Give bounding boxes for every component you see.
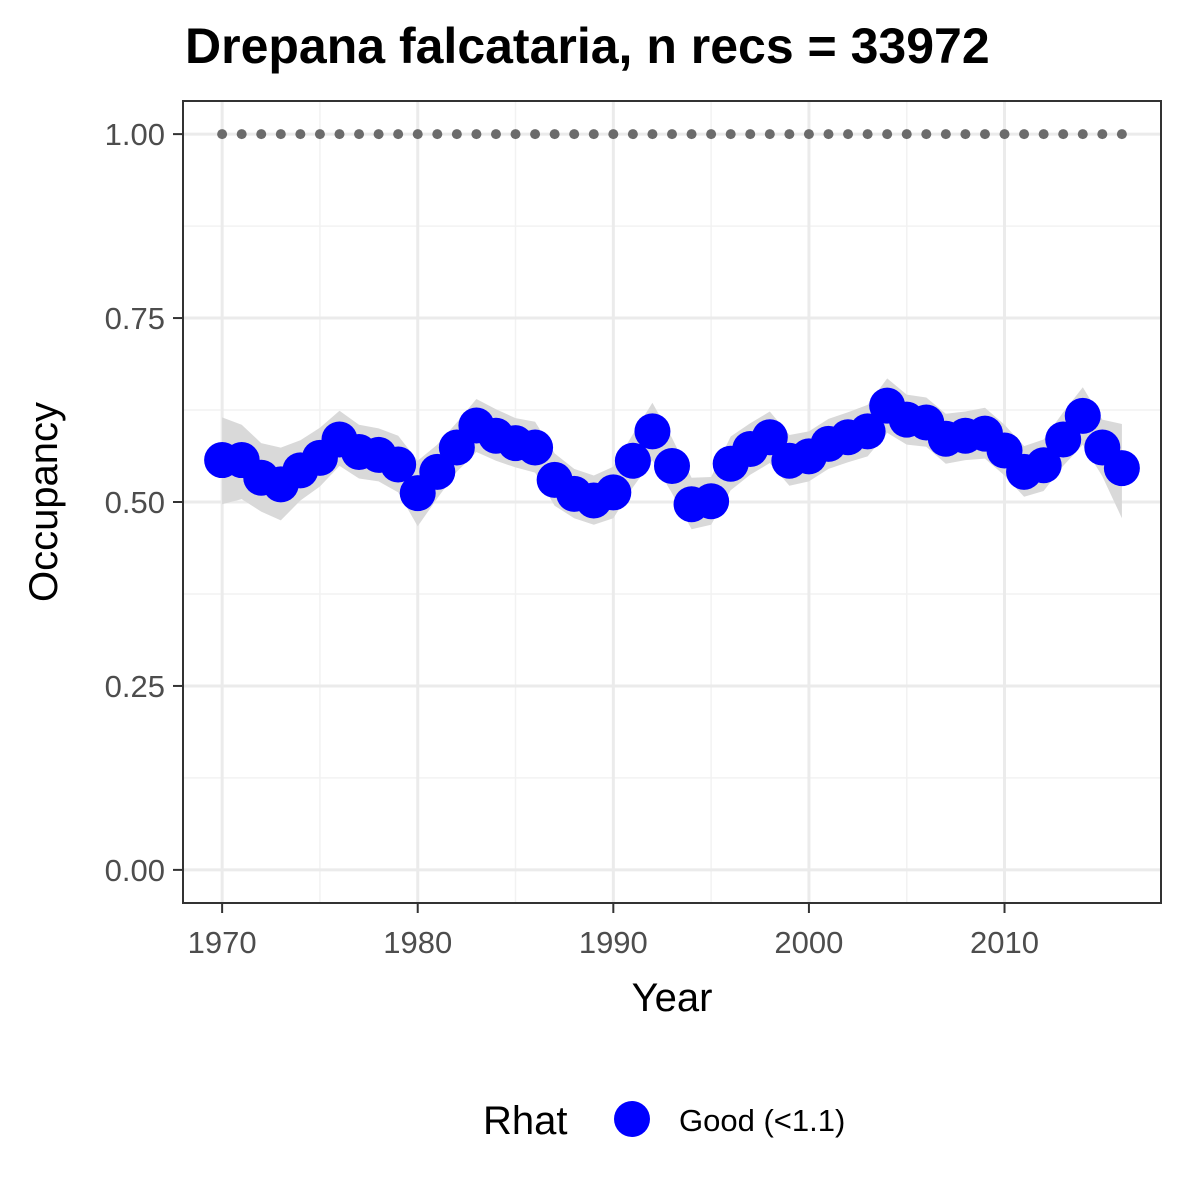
reference-dot bbox=[882, 129, 893, 140]
reference-dot bbox=[745, 129, 756, 140]
reference-dot bbox=[960, 129, 971, 140]
x-tick-label: 1980 bbox=[383, 925, 452, 960]
legend-title: Rhat bbox=[483, 1099, 568, 1143]
reference-dot bbox=[1077, 129, 1088, 140]
y-tick-label: 1.00 bbox=[105, 117, 165, 152]
y-tick-label: 0.25 bbox=[105, 669, 165, 704]
reference-dot bbox=[256, 129, 267, 140]
x-tick-label: 1970 bbox=[188, 925, 257, 960]
reference-dot bbox=[510, 129, 521, 140]
reference-dot bbox=[803, 129, 814, 140]
occupancy-point bbox=[1064, 397, 1101, 434]
reference-dot bbox=[823, 129, 834, 140]
reference-dot bbox=[373, 129, 384, 140]
reference-dot bbox=[393, 129, 404, 140]
occupancy-point bbox=[595, 474, 632, 511]
reference-dot bbox=[295, 129, 306, 140]
x-axis-title: Year bbox=[632, 976, 713, 1020]
reference-dot bbox=[706, 129, 717, 140]
occupancy-point bbox=[380, 446, 417, 483]
reference-dot bbox=[940, 129, 951, 140]
legend-key-good bbox=[614, 1101, 650, 1137]
x-tick-label: 1990 bbox=[579, 925, 648, 960]
y-tick-label: 0.00 bbox=[105, 853, 165, 888]
x-tick-label: 2010 bbox=[970, 925, 1039, 960]
reference-dot bbox=[862, 129, 873, 140]
reference-dot bbox=[686, 129, 697, 140]
occupancy-point bbox=[693, 483, 730, 520]
occupancy-point bbox=[1025, 447, 1062, 484]
reference-dot bbox=[843, 129, 854, 140]
reference-dot bbox=[1116, 129, 1127, 140]
occupancy-point bbox=[517, 429, 554, 466]
reference-dot bbox=[1019, 129, 1030, 140]
occupancy-point bbox=[614, 442, 651, 479]
legend: Rhat Good (<1.1) bbox=[483, 1099, 845, 1143]
reference-dot bbox=[1097, 129, 1108, 140]
reference-dot bbox=[471, 129, 482, 140]
y-tick-label: 0.75 bbox=[105, 301, 165, 336]
occupancy-point bbox=[419, 453, 456, 490]
reference-dot bbox=[275, 129, 286, 140]
reference-dot bbox=[588, 129, 599, 140]
reference-dot bbox=[490, 129, 501, 140]
reference-dot bbox=[549, 129, 560, 140]
reference-dot bbox=[217, 129, 228, 140]
x-axis: 1970 1980 1990 2000 2010 bbox=[188, 903, 1039, 960]
chart-title: Drepana falcataria, n recs = 33972 bbox=[185, 18, 990, 74]
reference-dot bbox=[627, 129, 638, 140]
occupancy-point bbox=[634, 413, 671, 450]
reference-dot bbox=[667, 129, 677, 140]
reference-dot bbox=[647, 129, 658, 140]
reference-dot bbox=[314, 129, 325, 140]
reference-line-layer bbox=[217, 129, 1127, 140]
occupancy-points-layer bbox=[204, 387, 1140, 523]
reference-dot bbox=[921, 129, 932, 140]
reference-dot bbox=[412, 129, 423, 140]
reference-dot bbox=[999, 129, 1010, 140]
reference-dot bbox=[569, 129, 580, 140]
reference-dot bbox=[530, 129, 541, 140]
y-axis-title: Occupancy bbox=[22, 402, 66, 602]
y-tick-label: 0.50 bbox=[105, 485, 165, 520]
occupancy-point bbox=[849, 413, 886, 450]
reference-dot bbox=[1038, 129, 1049, 140]
reference-dot bbox=[432, 129, 443, 140]
reference-dot bbox=[236, 129, 247, 140]
occupancy-point bbox=[654, 447, 690, 484]
reference-dot bbox=[334, 129, 345, 140]
legend-label-good: Good (<1.1) bbox=[679, 1103, 845, 1138]
reference-dot bbox=[725, 129, 736, 140]
reference-dot bbox=[784, 129, 795, 140]
reference-dot bbox=[608, 129, 619, 140]
reference-dot bbox=[979, 129, 990, 140]
reference-dot bbox=[901, 129, 912, 140]
reference-dot bbox=[1058, 129, 1069, 140]
reference-dot bbox=[764, 129, 775, 140]
y-axis: 0.00 0.25 0.50 0.75 1.00 bbox=[105, 117, 183, 888]
x-tick-label: 2000 bbox=[774, 925, 843, 960]
reference-dot bbox=[354, 129, 365, 140]
reference-dot bbox=[451, 129, 462, 140]
occupancy-point bbox=[1103, 450, 1140, 487]
